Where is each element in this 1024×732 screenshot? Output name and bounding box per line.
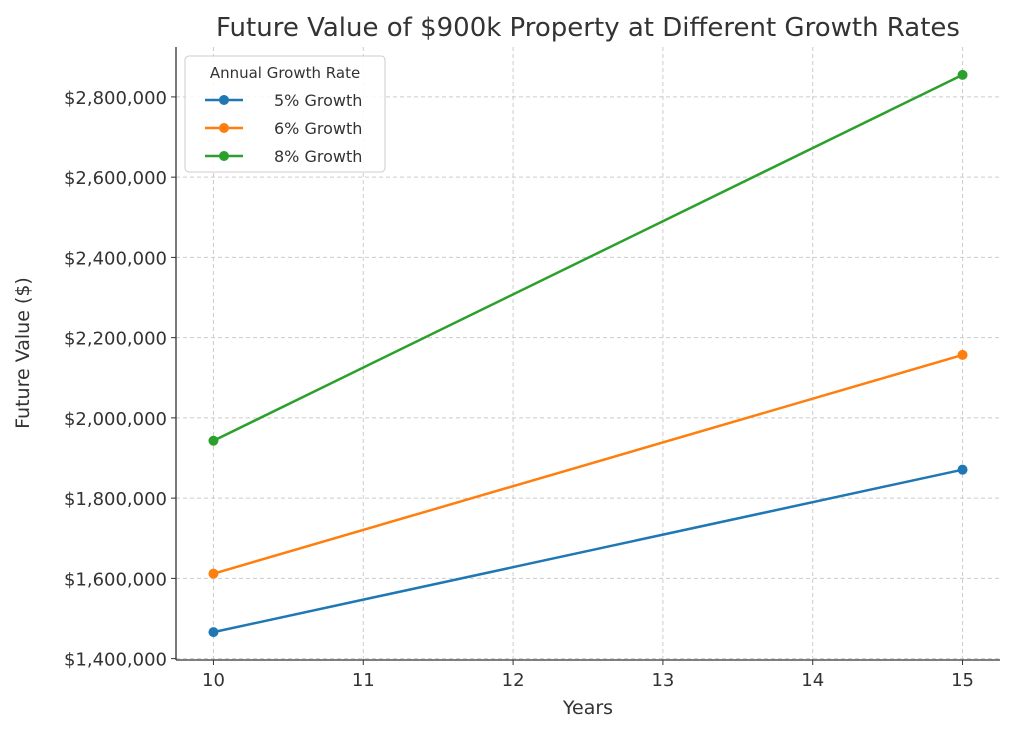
x-tick-label: 13 [651, 670, 674, 691]
data-point [208, 627, 219, 638]
legend-label: 8% Growth [274, 147, 362, 166]
series-line [213, 353, 963, 575]
series-line [212, 73, 964, 442]
legend: Annual Growth Rate 5% Growth 6% Growth 8% … [184, 55, 386, 173]
y-tick-label: $2,200,000 [64, 329, 167, 350]
y-tick-label: $1,400,000 [64, 650, 167, 671]
legend-swatch-marker [219, 95, 229, 105]
y-axis-label: Future Value ($) [12, 277, 34, 429]
data-point [208, 435, 219, 446]
data-point [208, 568, 219, 579]
grid [176, 47, 1000, 660]
x-tick-label: 11 [352, 670, 375, 691]
x-tick-label: 14 [801, 670, 824, 691]
data-point [957, 349, 968, 360]
y-tick-label: $2,600,000 [64, 168, 167, 189]
legend-swatch-marker [219, 151, 229, 161]
legend-box [184, 55, 386, 173]
legend-swatch-marker [219, 123, 229, 133]
x-tick-label: 15 [951, 670, 974, 691]
x-axis-label: Years [562, 697, 613, 719]
series-group [208, 69, 968, 638]
legend-label: 6% Growth [274, 119, 362, 138]
y-tick-label: $1,600,000 [64, 569, 167, 590]
chart-title: Future Value of $900k Property at Differ… [216, 13, 960, 43]
series-line [213, 468, 963, 634]
x-tick-label: 12 [502, 670, 525, 691]
y-tick-label: $2,400,000 [64, 248, 167, 269]
axes: 10 11 12 13 14 15 $1,400,000 $1,600,000 $1,800,0… [64, 47, 1000, 691]
y-tick-label: $2,800,000 [64, 88, 167, 109]
y-tick-label: $1,800,000 [64, 489, 167, 510]
y-tick-label: $2,000,000 [64, 409, 167, 430]
data-point [957, 69, 968, 80]
legend-title: Annual Growth Rate [210, 64, 360, 82]
data-point [957, 464, 968, 475]
legend-label: 5% Growth [274, 91, 362, 110]
x-tick-label: 10 [202, 670, 225, 691]
